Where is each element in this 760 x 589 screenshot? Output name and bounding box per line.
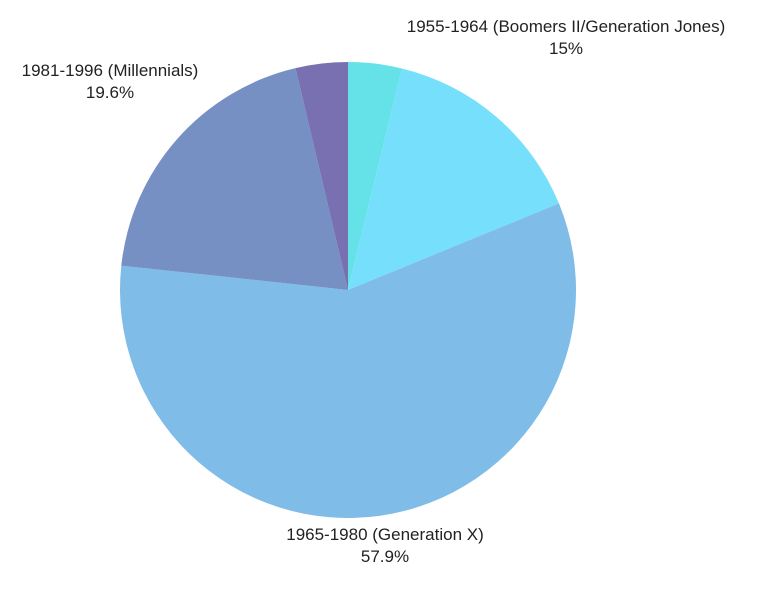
- pie-slice-0: [348, 62, 402, 290]
- pie-slice-3: [121, 68, 348, 290]
- slice-label-genx-name: 1965-1980 (Generation X): [286, 525, 484, 544]
- slice-label-millennials-name: 1981-1996 (Millennials): [21, 61, 199, 80]
- slice-label-genx: 1965-1980 (Generation X) 57.9%: [286, 524, 484, 568]
- slice-label-boomers: 1955-1964 (Boomers II/Generation Jones) …: [407, 16, 725, 60]
- slice-label-millennials-value: 19.6%: [85, 83, 135, 102]
- slice-label-boomers-name: 1955-1964 (Boomers II/Generation Jones): [406, 17, 726, 36]
- pie-slice-4: [295, 62, 348, 290]
- pie-slice-1: [348, 68, 559, 290]
- slice-label-millennials: 1981-1996 (Millennials) 19.6%: [22, 60, 199, 104]
- slice-label-genx-value: 57.9%: [360, 547, 410, 566]
- pie-slice-2: [120, 203, 577, 518]
- slice-label-boomers-value: 15%: [548, 39, 584, 58]
